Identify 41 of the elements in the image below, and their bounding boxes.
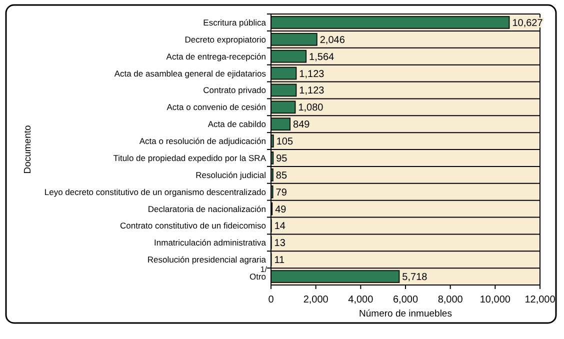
data-label: 11: [274, 255, 286, 266]
y-tick-label: Leyo decreto constitutivo de un organismo descentralizado: [44, 186, 266, 197]
data-label: 1,080: [298, 102, 324, 114]
data-label: 79: [276, 187, 288, 198]
y-tick-label: Resolución judicial: [196, 170, 266, 180]
y-tick-label: Inmatriculación administrativa: [154, 238, 266, 248]
y-tick-label: Otro: [249, 272, 266, 282]
x-tick-label: 4,000: [348, 294, 374, 306]
y-tick-label: Declaratoria de nacionalización: [148, 204, 266, 214]
x-tick-label: 8,000: [438, 294, 464, 306]
y-tick-label: Escritura pública: [203, 17, 266, 28]
y-tick-label: Acta de cabildo: [208, 119, 266, 130]
y-tick-label: Acta o convenio de cesión: [166, 102, 266, 112]
y-tick-label: Titulo de propiedad expedido por la SRA: [113, 152, 266, 163]
x-tick-label: 12,000: [524, 294, 556, 306]
x-tick-label: 10,000: [480, 294, 511, 306]
x-tick-label: 0: [268, 294, 274, 306]
x-tick-label: 6,000: [392, 294, 418, 306]
y-tick-label: Acta o resolución de adjudicación: [139, 136, 266, 146]
data-label: 1,123: [299, 68, 325, 80]
data-label: 849: [293, 120, 310, 131]
y-tick-label: Acta de asamblea general de ejidatarios: [114, 68, 266, 78]
y-tick-label: Decreto expropiatorio: [184, 34, 266, 44]
data-label: 13: [274, 238, 286, 250]
y-tick-label: Contrato constitutivo de un fideicomiso: [120, 220, 266, 231]
data-label: 1,123: [299, 86, 325, 97]
x-axis-title: Número de inmuebles: [359, 308, 452, 320]
data-label: 5,718: [402, 272, 428, 284]
data-label: 85: [276, 170, 288, 182]
data-label: 49: [275, 204, 287, 216]
y-tick-label: Acta de entrega-recepción: [166, 51, 266, 62]
y-tick-label: Resolución presidencial agraria: [147, 254, 266, 265]
data-label: 1,564: [309, 52, 335, 63]
text: 1/: [260, 264, 268, 274]
y-axis-title: Documento: [22, 125, 34, 174]
x-tick-label: 2,000: [303, 294, 329, 306]
y-tick-label: Contrato privado: [203, 85, 266, 96]
data-label: 95: [276, 153, 288, 164]
data-label: 14: [274, 221, 286, 232]
data-label: 2,046: [320, 34, 346, 46]
data-label: 105: [276, 136, 294, 148]
